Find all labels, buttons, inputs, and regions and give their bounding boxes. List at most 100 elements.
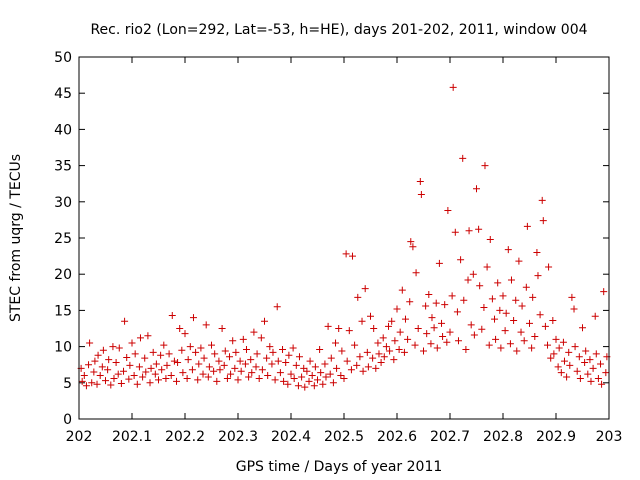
data-point (501, 327, 509, 335)
data-point (257, 334, 265, 342)
data-point (414, 325, 422, 332)
data-point (205, 363, 213, 371)
data-point (295, 353, 303, 361)
data-point (441, 301, 449, 309)
data-point (353, 361, 361, 369)
data-point (520, 337, 528, 345)
data-point (486, 235, 494, 243)
data-point (333, 364, 341, 372)
data-point (163, 361, 171, 369)
data-point (480, 304, 488, 312)
data-point (602, 369, 610, 377)
data-point (223, 374, 231, 382)
data-point (531, 332, 539, 340)
data-point (208, 341, 215, 349)
data-point (141, 354, 149, 362)
data-point (314, 376, 321, 384)
data-point (110, 374, 118, 382)
data-point (264, 372, 272, 380)
data-point (218, 325, 226, 332)
data-point (449, 83, 457, 91)
data-point (340, 374, 348, 382)
data-point (559, 338, 567, 346)
data-point (573, 367, 581, 375)
data-point (326, 370, 334, 378)
x-tick-label: 202.1 (112, 429, 152, 445)
data-point (152, 360, 160, 368)
data-point (510, 317, 518, 325)
x-tick-label: 202.3 (218, 429, 258, 445)
data-point (570, 305, 578, 313)
data-point (338, 347, 346, 355)
data-point (128, 339, 136, 347)
data-point (443, 338, 451, 346)
data-point (130, 372, 138, 380)
data-point (337, 372, 345, 380)
data-point (146, 379, 154, 387)
x-tick-label: 202.4 (271, 429, 311, 445)
data-point (358, 317, 366, 325)
data-point (555, 344, 563, 352)
y-tick-label: 15 (54, 303, 72, 319)
data-point (204, 373, 212, 381)
data-point (173, 377, 181, 385)
data-point (518, 302, 526, 310)
data-point (385, 322, 393, 330)
y-tick-label: 35 (54, 159, 72, 175)
data-point (316, 345, 324, 353)
data-point (135, 363, 143, 371)
data-point (126, 361, 134, 369)
data-point (425, 290, 433, 298)
data-point (432, 299, 440, 307)
data-point (213, 377, 221, 385)
data-point (549, 317, 557, 325)
data-point (239, 335, 247, 343)
data-point (563, 373, 571, 381)
data-point (404, 335, 412, 343)
data-point (526, 319, 533, 327)
data-point (398, 286, 406, 294)
data-point (200, 354, 208, 362)
data-point (268, 360, 276, 368)
data-point (306, 357, 314, 365)
data-point (483, 263, 491, 271)
data-point (348, 252, 356, 260)
data-point (393, 305, 401, 313)
data-point (93, 380, 101, 388)
data-point (94, 351, 102, 359)
data-point (85, 361, 93, 369)
data-point (438, 319, 446, 327)
data-point (565, 348, 573, 356)
data-point (453, 308, 461, 316)
data-point (136, 334, 144, 342)
data-point (423, 330, 431, 338)
data-point (560, 357, 568, 365)
data-point (184, 356, 192, 364)
data-point (112, 359, 120, 367)
data-point (430, 324, 438, 332)
data-point (492, 335, 500, 343)
data-point (311, 363, 319, 371)
data-point (335, 325, 343, 332)
data-point (557, 369, 565, 377)
y-tick-label: 45 (54, 86, 72, 102)
data-point (465, 227, 473, 235)
data-point (459, 154, 467, 162)
data-point (538, 196, 546, 204)
data-point (324, 322, 332, 330)
data-point (446, 328, 454, 336)
data-point (231, 364, 239, 372)
y-tick-label: 40 (54, 122, 72, 138)
data-point (591, 312, 599, 320)
data-point (332, 339, 340, 347)
data-point (241, 360, 249, 368)
data-point (473, 185, 480, 193)
data-point (86, 339, 94, 347)
data-point (199, 370, 207, 378)
data-point (406, 298, 414, 306)
x-tick-label: 202.9 (536, 429, 576, 445)
data-point (263, 354, 271, 362)
data-point (170, 357, 178, 365)
data-point (467, 321, 475, 329)
